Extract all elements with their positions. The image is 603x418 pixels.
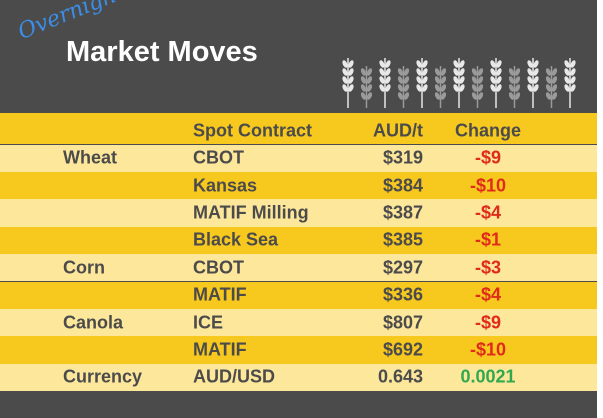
table-row: MATIF $336 -$4 (0, 281, 597, 309)
wheat-stalk (416, 58, 428, 108)
group-label: Currency (63, 366, 143, 387)
wheat-icons (342, 58, 576, 108)
contract: Black Sea (193, 229, 279, 250)
title: Market Moves (66, 36, 258, 68)
price: 0.643 (377, 366, 423, 387)
wheat-stalk (471, 66, 484, 108)
contract: MATIF Milling (193, 202, 309, 223)
change: -$9 (474, 147, 502, 168)
price: $385 (382, 229, 423, 250)
column-header: AUD/t (373, 120, 423, 141)
group-label: Canola (63, 312, 124, 333)
wheat-stalk (490, 58, 502, 108)
table-row: Canola ICE $807 -$9 (0, 308, 597, 337)
contract: CBOT (193, 147, 244, 168)
wheat-stalk (379, 58, 391, 108)
price: $692 (382, 339, 423, 360)
change: -$4 (474, 284, 502, 305)
contract: AUD/USD (193, 366, 276, 387)
wheat-stalk (397, 66, 410, 108)
change: -$4 (474, 202, 502, 223)
contract: MATIF (193, 284, 247, 305)
wheat-stalk (342, 58, 354, 108)
change: -$1 (474, 229, 502, 250)
header-strip (0, 113, 597, 117)
wheat-stalk (545, 66, 558, 108)
table-row: MATIF Milling $387 -$4 (0, 199, 597, 227)
price: $297 (382, 257, 423, 278)
change: -$3 (474, 257, 502, 278)
table-row: Currency AUD/USD 0.643 0.0021 (0, 363, 597, 392)
wheat-stalk (527, 58, 539, 108)
price: $319 (382, 147, 423, 168)
contract: Kansas (193, 175, 258, 196)
table-row: Wheat CBOT $319 -$9 (0, 144, 597, 172)
price: $387 (382, 202, 423, 223)
contract: CBOT (193, 257, 244, 278)
contract: ICE (193, 312, 224, 333)
price: $384 (382, 175, 423, 196)
wheat-stalk (360, 66, 373, 108)
table-row: Kansas $384 -$10 (0, 171, 597, 200)
change: -$10 (469, 175, 507, 196)
change: -$10 (469, 339, 507, 360)
contract: MATIF (193, 339, 247, 360)
change: 0.0021 (460, 366, 516, 387)
table-row: MATIF $692 -$10 (0, 336, 597, 364)
table-row: Corn CBOT $297 -$3 (0, 254, 597, 282)
change: -$9 (474, 312, 502, 333)
column-header: Spot Contract (193, 120, 312, 141)
wheat-stalk (453, 58, 465, 108)
wheat-stalk (564, 58, 576, 108)
header-row: Spot Contract AUD/t Change (0, 117, 597, 145)
table-row: Black Sea $385 -$1 (0, 226, 597, 255)
column-header: Change (454, 120, 522, 141)
group-label: Wheat (63, 147, 117, 168)
price: $807 (382, 312, 423, 333)
price: $336 (382, 284, 423, 305)
wheat-stalk (434, 66, 447, 108)
group-label: Corn (63, 257, 105, 278)
wheat-stalk (508, 66, 521, 108)
